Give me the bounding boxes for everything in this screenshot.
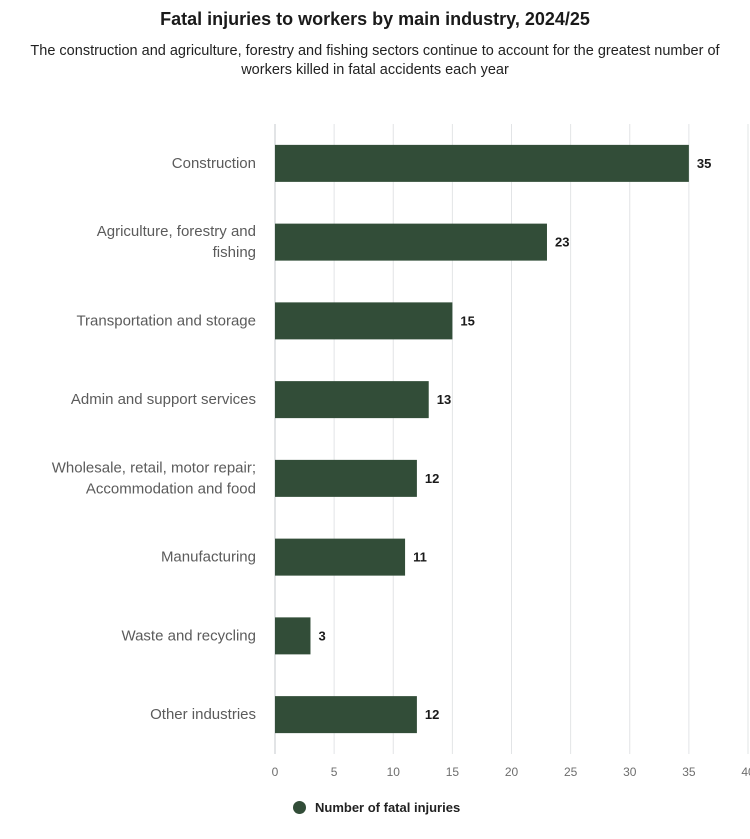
bar[interactable] [275, 696, 417, 734]
bar[interactable] [275, 381, 429, 419]
bars [275, 144, 689, 734]
x-axis-ticks: 0 5 10 15 20 25 30 35 40 [272, 765, 750, 779]
category-label-line: Accommodation and food [86, 480, 256, 497]
x-tick-label: 20 [505, 765, 519, 779]
category-label-line: fishing [213, 244, 256, 261]
bar[interactable] [275, 144, 689, 182]
x-tick-label: 40 [741, 765, 750, 779]
chart-subtitle: The construction and agriculture, forest… [30, 43, 720, 78]
x-tick-label: 10 [387, 765, 401, 779]
bar[interactable] [275, 538, 406, 576]
chart-title: Fatal injuries to workers by main indust… [160, 9, 590, 29]
data-label: 12 [425, 471, 439, 486]
category-label-line: Construction [172, 155, 256, 172]
category-label-line: Agriculture, forestry and [97, 223, 256, 240]
category-label: Manufacturing [161, 549, 256, 566]
data-label: 12 [425, 707, 439, 722]
legend[interactable]: Number of fatal injuries [293, 800, 460, 815]
legend-label: Number of fatal injuries [315, 800, 461, 815]
data-label: 13 [437, 392, 451, 407]
bar[interactable] [275, 223, 547, 261]
category-label: Other industries [150, 706, 256, 723]
category-label-line: Transportation and storage [76, 312, 256, 329]
category-label: Admin and support services [71, 391, 256, 408]
data-label: 23 [555, 235, 569, 250]
bar[interactable] [275, 459, 417, 497]
category-label: Waste and recycling [121, 627, 256, 644]
data-label: 15 [460, 313, 474, 328]
x-tick-label: 25 [564, 765, 578, 779]
category-label: Agriculture, forestry and fishing [97, 223, 256, 261]
gridlines [274, 124, 749, 754]
bar[interactable] [275, 617, 311, 655]
bar[interactable] [275, 302, 453, 340]
category-label-line: Other industries [150, 706, 256, 723]
category-label-line: Admin and support services [71, 391, 256, 408]
data-labels: 35 23 15 13 12 11 3 12 [318, 156, 711, 722]
category-label-line: Manufacturing [161, 549, 256, 566]
category-label-line: Wholesale, retail, motor repair; [52, 459, 256, 476]
x-tick-label: 15 [446, 765, 460, 779]
category-label: Wholesale, retail, motor repair; Accommod… [52, 459, 256, 497]
data-label: 3 [318, 628, 325, 643]
category-label-line: Waste and recycling [121, 627, 256, 644]
data-label: 35 [697, 156, 711, 171]
x-tick-label: 35 [682, 765, 696, 779]
category-label: Construction [172, 155, 256, 172]
x-tick-label: 30 [623, 765, 637, 779]
data-label: 11 [413, 550, 427, 565]
x-tick-label: 0 [272, 765, 279, 779]
x-tick-label: 5 [331, 765, 338, 779]
category-label: Transportation and storage [76, 312, 256, 329]
category-labels: Construction Agriculture, forestry and fis… [52, 155, 256, 723]
legend-swatch [293, 801, 306, 814]
